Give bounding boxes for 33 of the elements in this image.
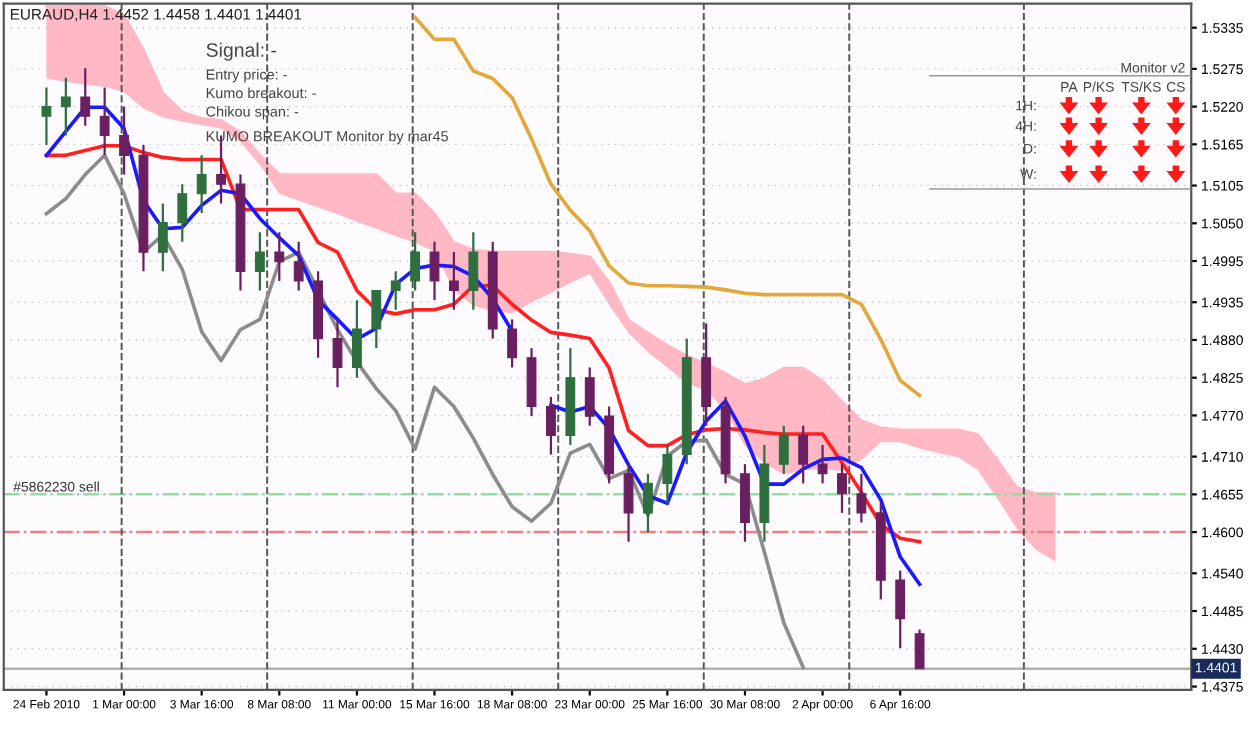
candlestick [468, 231, 479, 311]
candlestick [119, 105, 129, 176]
candlestick [778, 424, 789, 475]
candlestick [429, 240, 440, 302]
candlestick [390, 270, 401, 311]
candlestick [895, 569, 906, 650]
candlestick [371, 289, 382, 350]
candlestick [837, 463, 847, 515]
candlestick [177, 183, 188, 243]
candlestick [274, 231, 285, 283]
candlestick [643, 472, 653, 534]
candlestick [351, 299, 362, 379]
candlestick [196, 154, 207, 215]
candlestick [332, 318, 343, 389]
candlestick [41, 86, 52, 147]
candlestick [507, 318, 518, 369]
candlestick [60, 76, 71, 137]
candlestick [448, 251, 459, 311]
candlestick [856, 472, 867, 524]
candlestick [817, 443, 828, 485]
candlestick [410, 231, 421, 292]
candlestick [546, 395, 556, 456]
annotation: Signal: - [206, 42, 277, 61]
candlestick [254, 231, 265, 292]
candlestick [914, 628, 925, 670]
candlestick [623, 463, 634, 543]
candlestick [798, 424, 809, 485]
candlestick [157, 202, 168, 273]
candlestick [80, 67, 91, 127]
candlestick [584, 366, 595, 427]
candlestick [293, 240, 304, 292]
candlestick [662, 443, 673, 505]
candlestick [99, 86, 110, 157]
